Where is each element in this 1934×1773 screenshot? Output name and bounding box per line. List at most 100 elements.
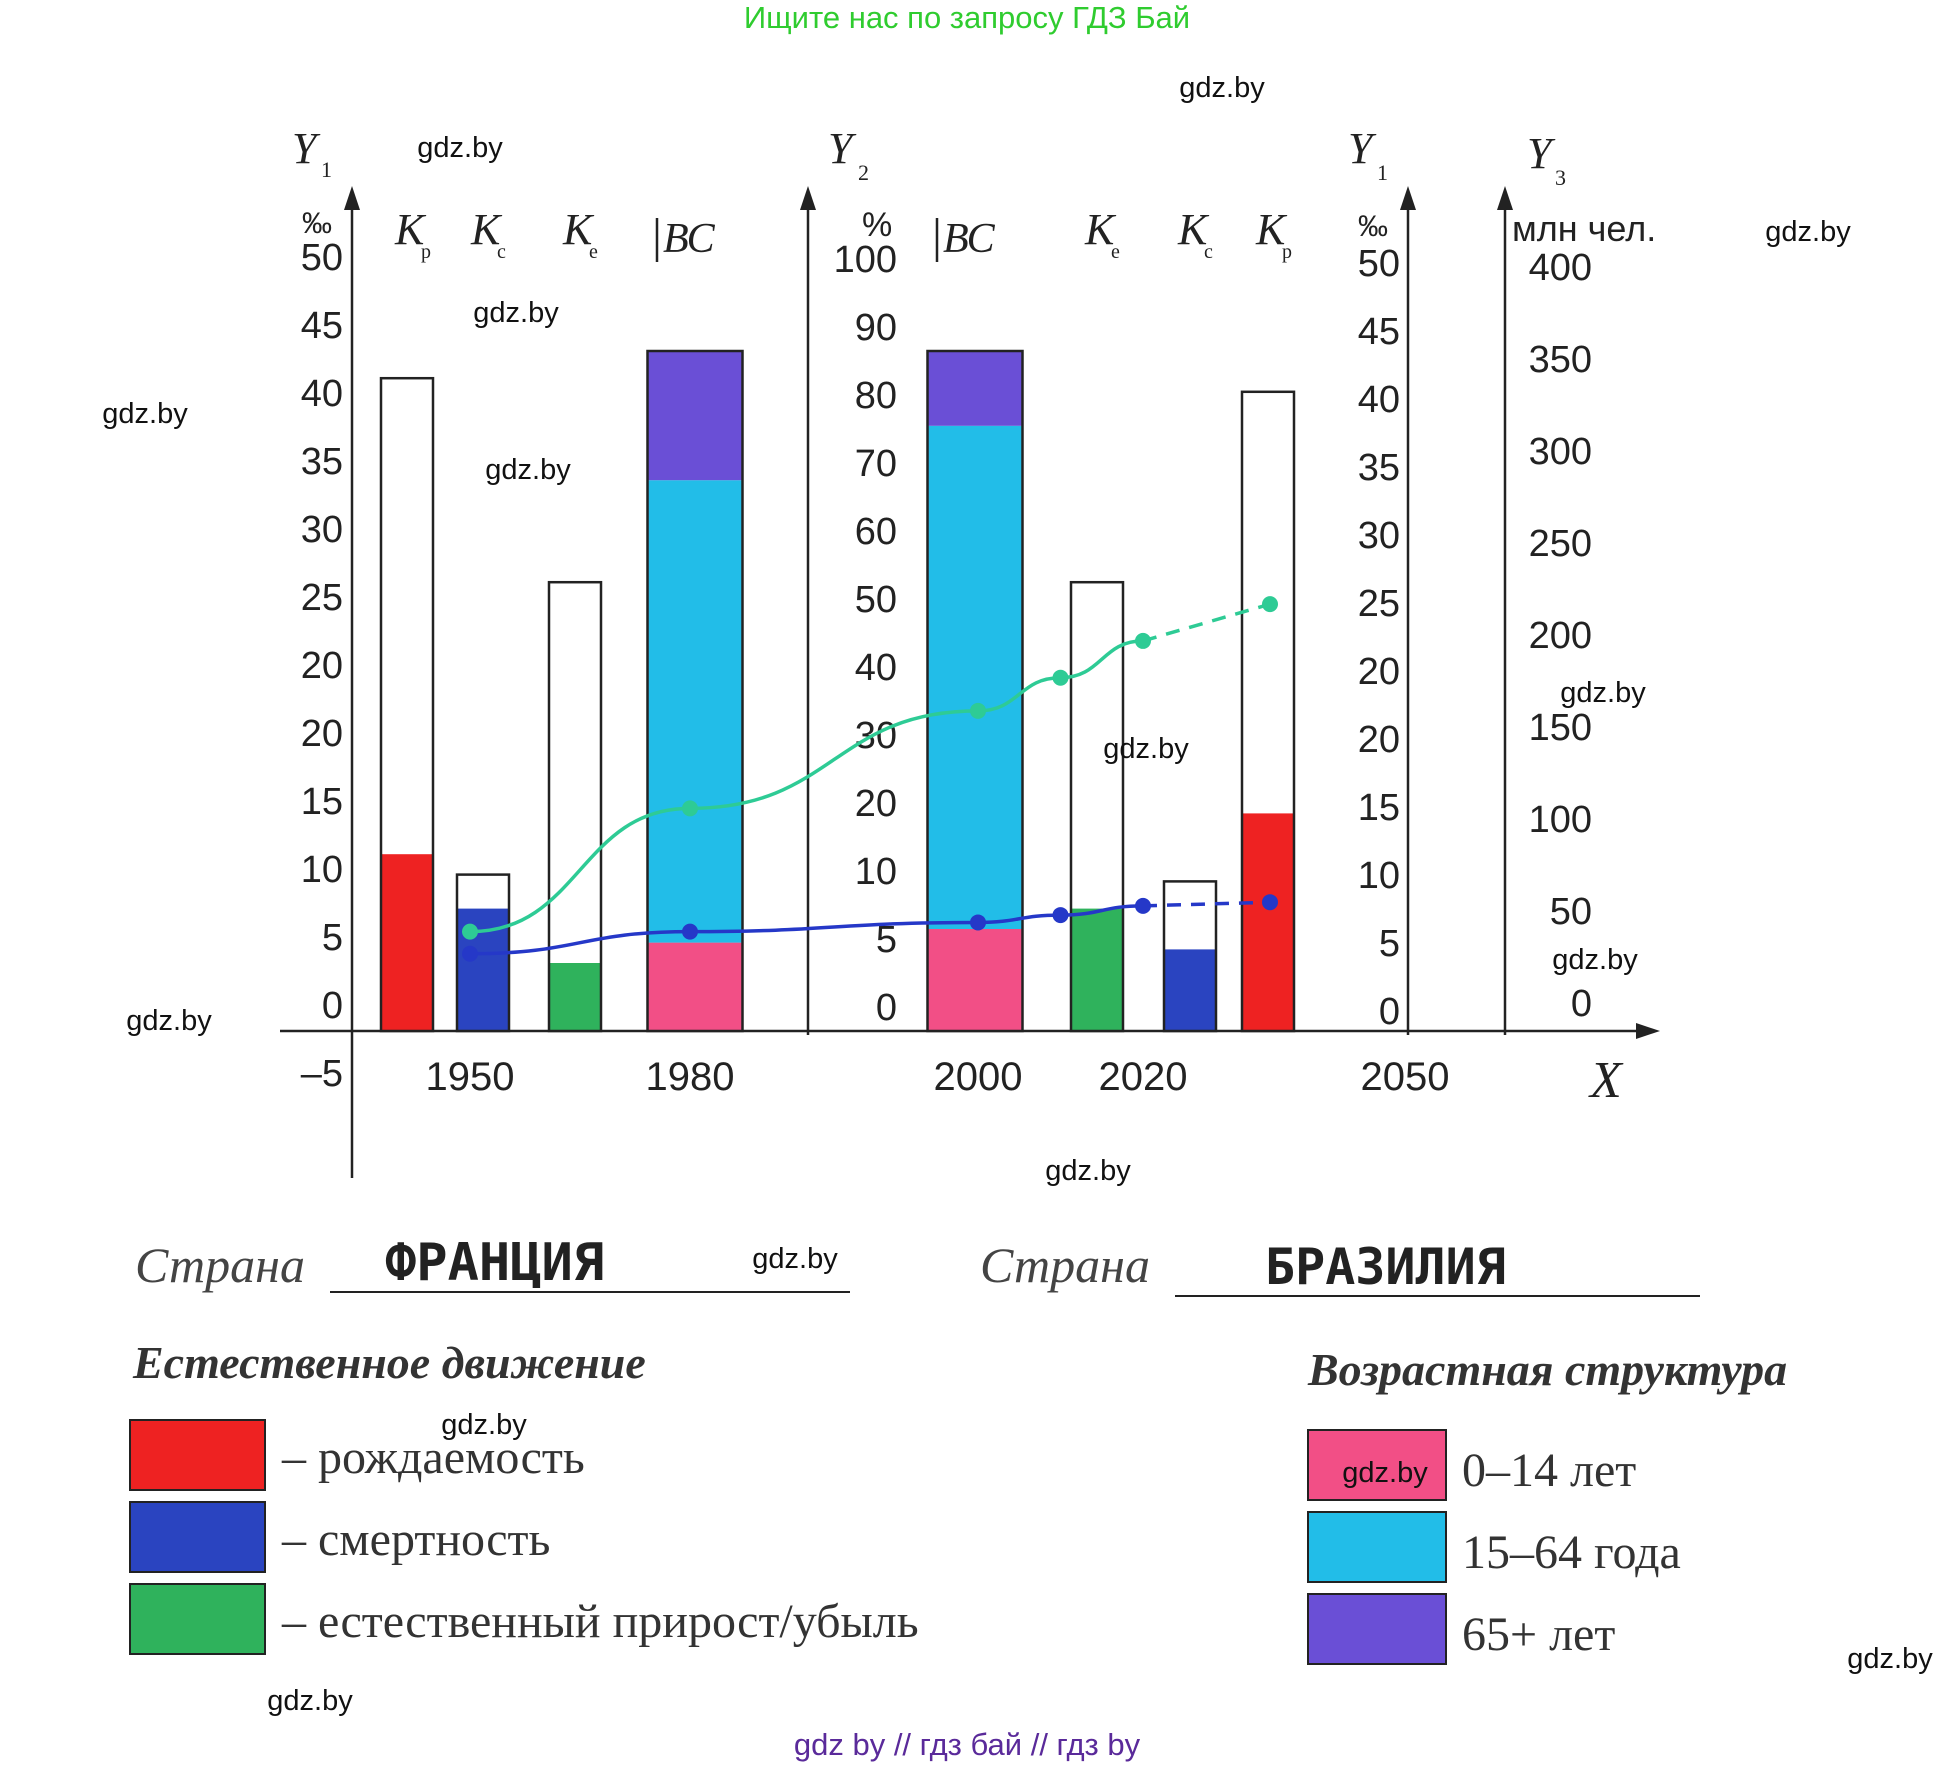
legend-age-title: Возрастная структура xyxy=(1307,1344,1787,1395)
tick-label-y1-right: 15 xyxy=(1358,787,1400,829)
tick-label-y2: 10 xyxy=(855,851,897,893)
population-line xyxy=(469,639,1144,934)
x-axis-arrow xyxy=(1636,1023,1660,1039)
tick-label-y1-left: 35 xyxy=(301,441,343,483)
age-segment-france xyxy=(647,480,743,943)
legend-age: Возрастная структура 0–14 лет 15–64 года 6… xyxy=(1307,1344,1787,1665)
legend-label: 65+ лет xyxy=(1462,1608,1615,1661)
tick-label-y3: 300 xyxy=(1529,431,1592,473)
tick-label-y1-right: 25 xyxy=(1358,583,1400,625)
watermark-text: gdz.by xyxy=(267,1685,353,1717)
legend-natural: Естественное движение – рождаемость – сме… xyxy=(129,1337,919,1655)
tick-label-y1-right: 0 xyxy=(1379,991,1400,1033)
y1-left-title: Y xyxy=(292,124,321,173)
bar-letter-sub-brazil: р xyxy=(1282,241,1292,263)
population-point xyxy=(1052,907,1069,924)
y1-left-arrow xyxy=(344,186,360,210)
population-projection xyxy=(1142,900,1271,908)
age-segment-france xyxy=(647,351,743,481)
legend-swatch xyxy=(129,1419,266,1491)
population-point xyxy=(462,923,478,940)
watermark-text: gdz.by xyxy=(102,398,188,430)
population-lines xyxy=(462,596,1278,962)
tick-label-y3: 150 xyxy=(1529,707,1592,749)
age-segment-brazil xyxy=(927,351,1023,426)
bar-letter-sub-brazil: е xyxy=(1111,241,1120,263)
bar-outline-brazil xyxy=(1069,580,1125,1033)
watermark-text: gdz.by xyxy=(1765,216,1851,248)
bar-outline-brazil xyxy=(1240,390,1296,1033)
age-bar-label-france: ВС xyxy=(663,216,716,262)
age-bar-label-brazil: ВС xyxy=(943,216,996,262)
tick-label-y2: 40 xyxy=(855,647,897,689)
population-point xyxy=(682,923,698,940)
country-left-value: ФРАНЦИЯ xyxy=(385,1233,604,1293)
tick-label-y1-right: 30 xyxy=(1358,515,1400,557)
watermark-text: gdz.by xyxy=(473,297,559,329)
population-point xyxy=(970,914,986,931)
watermark-text: gdz.by xyxy=(752,1243,838,1275)
y1-left-title-sub: 1 xyxy=(321,157,332,182)
legend-swatch xyxy=(1307,1429,1447,1501)
y1-right-unit: ‰ xyxy=(1358,210,1388,243)
tick-label-y1-left: 50 xyxy=(301,237,343,279)
tick-label-y1-left: 10 xyxy=(301,849,343,891)
bar-outline-france xyxy=(379,376,435,1033)
x-tick-labels: 1950 1980 2000 2020 2050 xyxy=(426,1055,1450,1099)
legend-swatch xyxy=(129,1501,266,1573)
age-segment-brazil xyxy=(927,425,1023,929)
x-tick-label: 1980 xyxy=(646,1055,735,1099)
country-left-label: Страна xyxy=(135,1237,305,1293)
population-point xyxy=(970,702,986,719)
tick-label-y1-left: 25 xyxy=(301,577,343,619)
legend-label: – рождаемость xyxy=(281,1431,585,1484)
y3-title-sub: 3 xyxy=(1555,165,1566,190)
tick-label-y1-left: –5 xyxy=(301,1053,343,1095)
tick-label-y1-left: 20 xyxy=(301,645,343,687)
y1-right-arrow xyxy=(1400,186,1416,210)
tick-label-y2: 50 xyxy=(855,579,897,621)
watermark-text: gdz.by xyxy=(1045,1155,1131,1187)
y2-unit: % xyxy=(862,206,892,244)
watermark-text: gdz.by xyxy=(1179,72,1265,104)
y2-arrow xyxy=(800,186,816,210)
bar-outline-france xyxy=(547,580,603,1033)
population-point xyxy=(1135,632,1151,649)
bar-letter-sub-france: р xyxy=(421,241,431,263)
y3-tick-labels: 400 350 300 250 200 150 100 50 0 xyxy=(1529,247,1592,1025)
watermark-text: gdz.by xyxy=(1560,677,1646,709)
tick-label-y3: 0 xyxy=(1571,983,1592,1025)
population-point-projection xyxy=(1262,894,1278,911)
bar-letter-sub-france: с xyxy=(497,241,506,263)
population-projection xyxy=(1142,602,1271,643)
population-point xyxy=(682,800,698,817)
x-tick-label: 2000 xyxy=(934,1055,1023,1099)
y1-left-unit: ‰ xyxy=(302,207,332,240)
tick-label-y1-left: 5 xyxy=(322,917,343,959)
bar-fill-brazil xyxy=(1071,908,1123,1031)
legend-label: 15–64 года xyxy=(1462,1526,1681,1579)
tick-label-y1-left: 45 xyxy=(301,305,343,347)
country-right: Страна БРАЗИЛИЯ xyxy=(980,1237,1700,1297)
y3-title: Y xyxy=(1527,129,1556,178)
tick-label-y2: 100 xyxy=(834,239,897,281)
population-point xyxy=(462,945,478,962)
footer-link[interactable]: gdz by // гдз бай // гдз by xyxy=(794,1727,1141,1762)
tick-label-y1-left: 30 xyxy=(301,509,343,551)
bar-letter-brazil: K xyxy=(1084,205,1117,254)
header-link[interactable]: Ищите нас по запросу ГДЗ Бай xyxy=(744,0,1190,35)
population-point xyxy=(1135,897,1151,914)
watermarks: gdz.by gdz.by gdz.by gdz.by gdz.by gdz.by gdz.… xyxy=(102,72,1933,1717)
tick-label-y2: 30 xyxy=(855,715,897,757)
bar-letter-france: K xyxy=(470,205,503,254)
bar-letter-france: K xyxy=(562,205,595,254)
tick-label-y1-left: 15 xyxy=(301,781,343,823)
population-line xyxy=(469,904,1144,956)
tick-label-y2: 80 xyxy=(855,375,897,417)
country-right-value: БРАЗИЛИЯ xyxy=(1265,1238,1506,1296)
y2-title-sub: 2 xyxy=(858,160,869,185)
tick-label-y2: 0 xyxy=(876,987,897,1029)
legend-natural-title: Естественное движение xyxy=(132,1337,646,1388)
